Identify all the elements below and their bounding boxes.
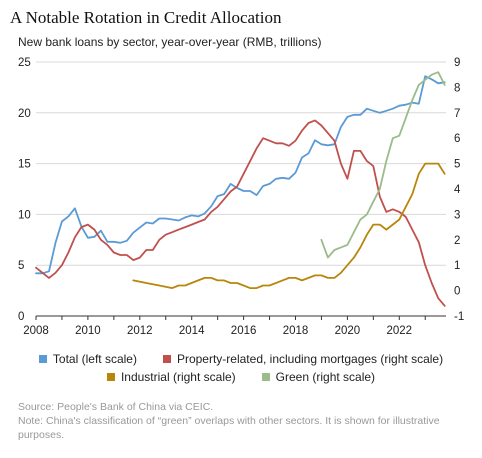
right-tick-label: 4: [454, 184, 461, 196]
series-line-total: [35, 75, 446, 275]
chart-subtitle: New bank loans by sector, year-over-year…: [18, 35, 322, 49]
right-tick-label: 1: [454, 260, 460, 272]
source-note: Source: People's Bank of China via CEIC.: [18, 401, 214, 413]
right-tick-label: 7: [454, 108, 460, 120]
chart-title: A Notable Rotation in Credit Allocation: [10, 8, 282, 27]
series-line-property: [35, 119, 446, 307]
left-tick-label: 10: [18, 209, 31, 221]
legend-swatch-total: [38, 355, 47, 363]
right-tick-label: 9: [454, 57, 460, 69]
legend-label-industrial: Industrial (right scale): [120, 370, 236, 384]
legend-label-green: Green (right scale): [275, 370, 376, 384]
legend-item-property: Property-related, including mortgages (r…: [162, 352, 444, 366]
x-tick-label: 2014: [179, 325, 205, 337]
x-tick-label: 2008: [23, 325, 49, 337]
legend-swatch-green: [261, 373, 270, 381]
footnote: Note: China's classification of “green” …: [18, 415, 440, 441]
left-tick-label: 25: [18, 57, 31, 69]
x-tick-label: 2022: [386, 325, 412, 337]
right-tick-label: 5: [454, 159, 460, 171]
legend-item-total: Total (left scale): [38, 352, 137, 366]
left-tick-label: 15: [18, 159, 31, 171]
series-line-green: [320, 71, 446, 259]
legend-label-total: Total (left scale): [52, 352, 137, 366]
legend-item-industrial: Industrial (right scale): [106, 370, 236, 384]
legend-swatch-industrial: [106, 373, 115, 381]
legend-label-property: Property-related, including mortgages (r…: [176, 352, 444, 366]
left-tick-label: 5: [18, 260, 24, 272]
legend-swatch-property: [162, 355, 171, 363]
right-tick-label: 6: [454, 133, 460, 145]
x-tick-label: 2016: [231, 325, 257, 337]
x-tick-label: 2010: [75, 325, 101, 337]
legend-row-2: Industrial (right scale) Green (right sc…: [0, 368, 482, 386]
left-tick-label: 0: [18, 311, 24, 323]
axis-layer: 0 5 10 15 20 25 -1 0 1 2 3 4 5 6 7 8 9 2008 2010 2012 2014 20…: [18, 57, 464, 337]
x-tick-label: 2018: [283, 325, 309, 337]
right-tick-label: -1: [454, 311, 464, 323]
legend-item-green: Green (right scale): [261, 370, 376, 384]
series-layer: [35, 71, 446, 307]
x-tick-label: 2012: [127, 325, 153, 337]
chart-notes: Source: People's Bank of China via CEIC.…: [18, 400, 468, 442]
right-tick-label: 3: [454, 209, 460, 221]
x-tick-label: 2020: [335, 325, 361, 337]
right-tick-label: 2: [454, 235, 460, 247]
line-chart: 0 5 10 15 20 25 -1 0 1 2 3 4 5 6 7 8 9 2008 2010 2012 2014 20…: [18, 57, 464, 337]
series-line-industrial: [132, 162, 446, 289]
left-tick-label: 20: [18, 108, 31, 120]
right-tick-label: 8: [454, 82, 460, 94]
legend-row-1: Total (left scale) Property-related, inc…: [0, 350, 482, 368]
right-tick-label: 0: [454, 286, 460, 298]
chart-legend: Total (left scale) Property-related, inc…: [0, 350, 482, 386]
